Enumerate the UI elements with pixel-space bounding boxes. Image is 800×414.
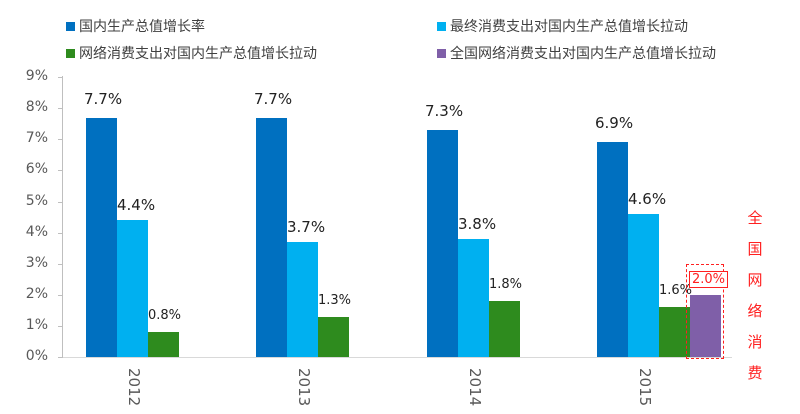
legend-label: 最终消费支出对国内生产总值增长拉动 — [450, 19, 688, 35]
x-category-label: 2013 — [294, 368, 313, 407]
data-label: 0.8% — [148, 308, 182, 324]
data-label: 6.9% — [595, 114, 634, 133]
y-tick — [58, 170, 63, 172]
data-label: 7.7% — [254, 89, 293, 108]
annotation-value-label: 2.0% — [689, 271, 729, 288]
legend-item-national-online-consumption: 全国网络消费支出对国内生产总值增长拉动 — [437, 43, 716, 63]
bar-2014-series-2 — [458, 238, 489, 357]
x-category-label: 2014 — [465, 368, 484, 407]
y-tick — [58, 294, 63, 296]
y-tick-label: 0% — [25, 348, 48, 364]
legend-swatch-icon — [437, 48, 446, 58]
bar-2013-series-3 — [318, 316, 349, 357]
bar-2012-series-2 — [117, 220, 148, 357]
data-label: 7.3% — [425, 101, 464, 120]
data-label: 1.3% — [318, 292, 352, 308]
x-category-label: 2015 — [635, 368, 654, 407]
y-tick — [58, 357, 63, 358]
y-tick-label: 1% — [25, 316, 48, 333]
legend-swatch-icon — [66, 21, 75, 31]
bar-2012-series-1 — [86, 117, 117, 357]
annotation-char: 网 — [747, 271, 763, 289]
bar-2014-series-3 — [489, 301, 520, 357]
y-tick-label: 2% — [25, 285, 48, 302]
annotation-char: 络 — [747, 302, 763, 320]
y-tick — [58, 232, 63, 234]
bar-2015-series-2 — [628, 213, 659, 357]
bar-2015-series-4 — [690, 294, 721, 357]
legend-label: 国内生产总值增长率 — [79, 19, 205, 35]
bar-2015-series-1 — [597, 142, 628, 357]
y-tick-label: 3% — [25, 254, 48, 271]
legend-swatch-icon — [437, 21, 446, 31]
annotation-char: 费 — [747, 364, 763, 382]
legend-item-final-consumption: 最终消费支出对国内生产总值增长拉动 — [437, 16, 688, 36]
bar-2015-series-3 — [659, 307, 690, 357]
data-label: 4.6% — [628, 189, 667, 208]
annotation-vertical-text: 全国网络消费 — [746, 203, 764, 389]
x-axis-line — [62, 357, 732, 358]
legend-item-gdp-growth: 国内生产总值增长率 — [66, 16, 205, 36]
y-tick-label: 5% — [25, 192, 48, 209]
y-tick-label: 6% — [25, 161, 48, 178]
data-label: 7.7% — [84, 89, 123, 108]
y-axis-line — [62, 76, 63, 358]
annotation-char: 国 — [747, 240, 763, 258]
data-label: 1.8% — [489, 277, 523, 293]
y-tick — [58, 139, 63, 141]
y-tick-label: 4% — [25, 223, 48, 240]
y-tick — [58, 325, 63, 327]
legend-swatch-icon — [66, 48, 75, 58]
annotation-dashed-box — [686, 264, 724, 359]
annotation-char: 消 — [747, 333, 763, 351]
y-tick-label: 7% — [25, 130, 48, 147]
data-label: 1.6% — [659, 283, 693, 299]
y-tick — [58, 263, 63, 265]
annotation-char: 全 — [747, 209, 763, 227]
data-label: 3.8% — [458, 214, 497, 233]
y-tick — [58, 77, 63, 79]
legend-label: 全国网络消费支出对国内生产总值增长拉动 — [450, 46, 716, 62]
y-tick — [58, 201, 63, 203]
bar-2012-series-3 — [148, 332, 179, 357]
bar-2014-series-1 — [427, 129, 458, 357]
y-tick-label: 8% — [25, 99, 48, 116]
data-label: 3.7% — [287, 217, 326, 236]
bar-2013-series-2 — [287, 241, 318, 357]
y-tick-label: 9% — [25, 68, 48, 85]
legend-label: 网络消费支出对国内生产总值增长拉动 — [79, 46, 317, 62]
y-tick — [58, 108, 63, 110]
legend-item-online-consumption: 网络消费支出对国内生产总值增长拉动 — [66, 43, 317, 63]
data-label: 4.4% — [117, 196, 156, 215]
x-category-label: 2012 — [124, 368, 143, 407]
bar-2013-series-1 — [256, 117, 287, 357]
